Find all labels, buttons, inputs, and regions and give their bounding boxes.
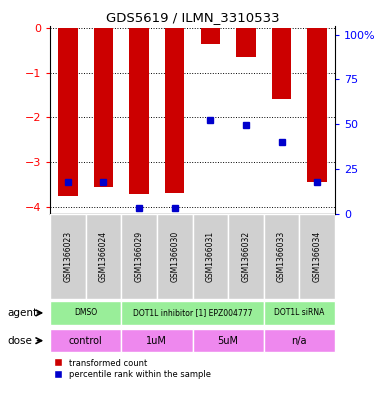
- Bar: [129, 28, 149, 195]
- Bar: [264, 329, 335, 353]
- Text: agent: agent: [8, 308, 38, 318]
- Bar: [236, 28, 256, 57]
- Text: control: control: [69, 336, 102, 346]
- Bar: [121, 301, 264, 325]
- Bar: [50, 213, 85, 299]
- Text: GSM1366030: GSM1366030: [170, 231, 179, 282]
- Bar: [272, 28, 291, 99]
- Text: GSM1366033: GSM1366033: [277, 231, 286, 282]
- Bar: [121, 329, 192, 353]
- Text: GSM1366029: GSM1366029: [135, 231, 144, 282]
- Text: DMSO: DMSO: [74, 309, 97, 318]
- Legend: transformed count, percentile rank within the sample: transformed count, percentile rank withi…: [54, 359, 211, 379]
- Text: GSM1366024: GSM1366024: [99, 231, 108, 282]
- Bar: [192, 329, 264, 353]
- Bar: [228, 213, 264, 299]
- Bar: [50, 301, 121, 325]
- Bar: [165, 28, 184, 193]
- Text: DOT1L siRNA: DOT1L siRNA: [274, 309, 325, 318]
- Text: n/a: n/a: [291, 336, 307, 346]
- Text: GSM1366034: GSM1366034: [313, 231, 321, 282]
- Bar: [157, 213, 192, 299]
- Text: dose: dose: [8, 336, 33, 346]
- Bar: [85, 213, 121, 299]
- Bar: [94, 28, 113, 187]
- Text: GSM1366023: GSM1366023: [64, 231, 72, 282]
- Text: DOT1L inhibitor [1] EPZ004777: DOT1L inhibitor [1] EPZ004777: [133, 309, 252, 318]
- Text: GSM1366031: GSM1366031: [206, 231, 215, 282]
- Bar: [264, 213, 300, 299]
- Bar: [300, 213, 335, 299]
- Bar: [307, 28, 327, 182]
- Bar: [264, 301, 335, 325]
- Bar: [58, 28, 78, 196]
- Bar: [50, 329, 121, 353]
- Bar: [201, 28, 220, 44]
- Text: GSM1366032: GSM1366032: [241, 231, 250, 282]
- Bar: [192, 213, 228, 299]
- Title: GDS5619 / ILMN_3310533: GDS5619 / ILMN_3310533: [106, 11, 279, 24]
- Text: 5uM: 5uM: [218, 336, 239, 346]
- Bar: [121, 213, 157, 299]
- Text: 1uM: 1uM: [146, 336, 167, 346]
